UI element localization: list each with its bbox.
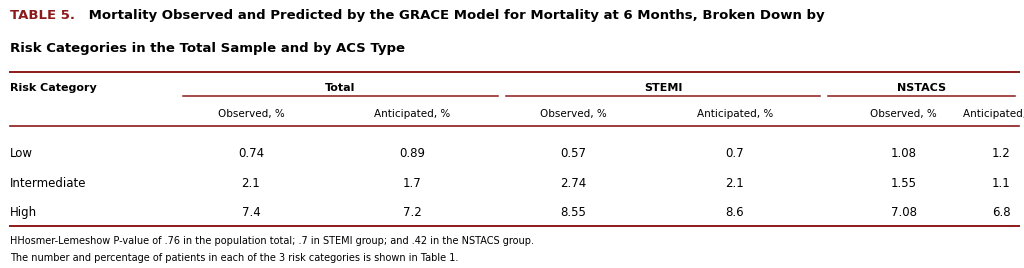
Text: The number and percentage of patients in each of the 3 risk categories is shown : The number and percentage of patients in… [10, 253, 459, 263]
Text: Risk Category: Risk Category [10, 83, 97, 93]
Text: 1.2: 1.2 [991, 147, 1011, 161]
Text: 7.4: 7.4 [242, 206, 260, 219]
Text: 8.6: 8.6 [725, 206, 744, 219]
Text: 0.7: 0.7 [725, 147, 744, 161]
Text: Observed, %: Observed, % [870, 109, 937, 118]
Text: 1.7: 1.7 [402, 177, 422, 190]
Text: Observed, %: Observed, % [217, 109, 285, 118]
Text: 0.57: 0.57 [560, 147, 587, 161]
Text: 0.74: 0.74 [238, 147, 264, 161]
Text: 2.74: 2.74 [560, 177, 587, 190]
Text: 1.08: 1.08 [891, 147, 916, 161]
Text: Anticipated, %: Anticipated, % [696, 109, 773, 118]
Text: 2.1: 2.1 [242, 177, 260, 190]
Text: Total: Total [326, 83, 355, 93]
Text: TABLE 5.: TABLE 5. [10, 9, 75, 23]
Text: STEMI: STEMI [644, 83, 682, 93]
Text: 7.2: 7.2 [402, 206, 422, 219]
Text: HHosmer-Lemeshow P-value of .76 in the population total; .7 in STEMI group; and : HHosmer-Lemeshow P-value of .76 in the p… [10, 236, 535, 246]
Text: 0.89: 0.89 [399, 147, 425, 161]
Text: 6.8: 6.8 [991, 206, 1011, 219]
Text: NSTACS: NSTACS [897, 83, 946, 93]
Text: Mortality Observed and Predicted by the GRACE Model for Mortality at 6 Months, B: Mortality Observed and Predicted by the … [84, 9, 824, 23]
Text: Risk Categories in the Total Sample and by ACS Type: Risk Categories in the Total Sample and … [10, 42, 406, 55]
Text: 1.55: 1.55 [891, 177, 916, 190]
Text: 8.55: 8.55 [560, 206, 587, 219]
Text: Anticipated, %: Anticipated, % [374, 109, 451, 118]
Text: Anticipated, %: Anticipated, % [963, 109, 1024, 118]
Text: Observed, %: Observed, % [540, 109, 607, 118]
Text: 7.08: 7.08 [891, 206, 916, 219]
Text: 2.1: 2.1 [725, 177, 744, 190]
Text: Low: Low [10, 147, 33, 161]
Text: Intermediate: Intermediate [10, 177, 87, 190]
Text: High: High [10, 206, 37, 219]
Text: 1.1: 1.1 [991, 177, 1011, 190]
